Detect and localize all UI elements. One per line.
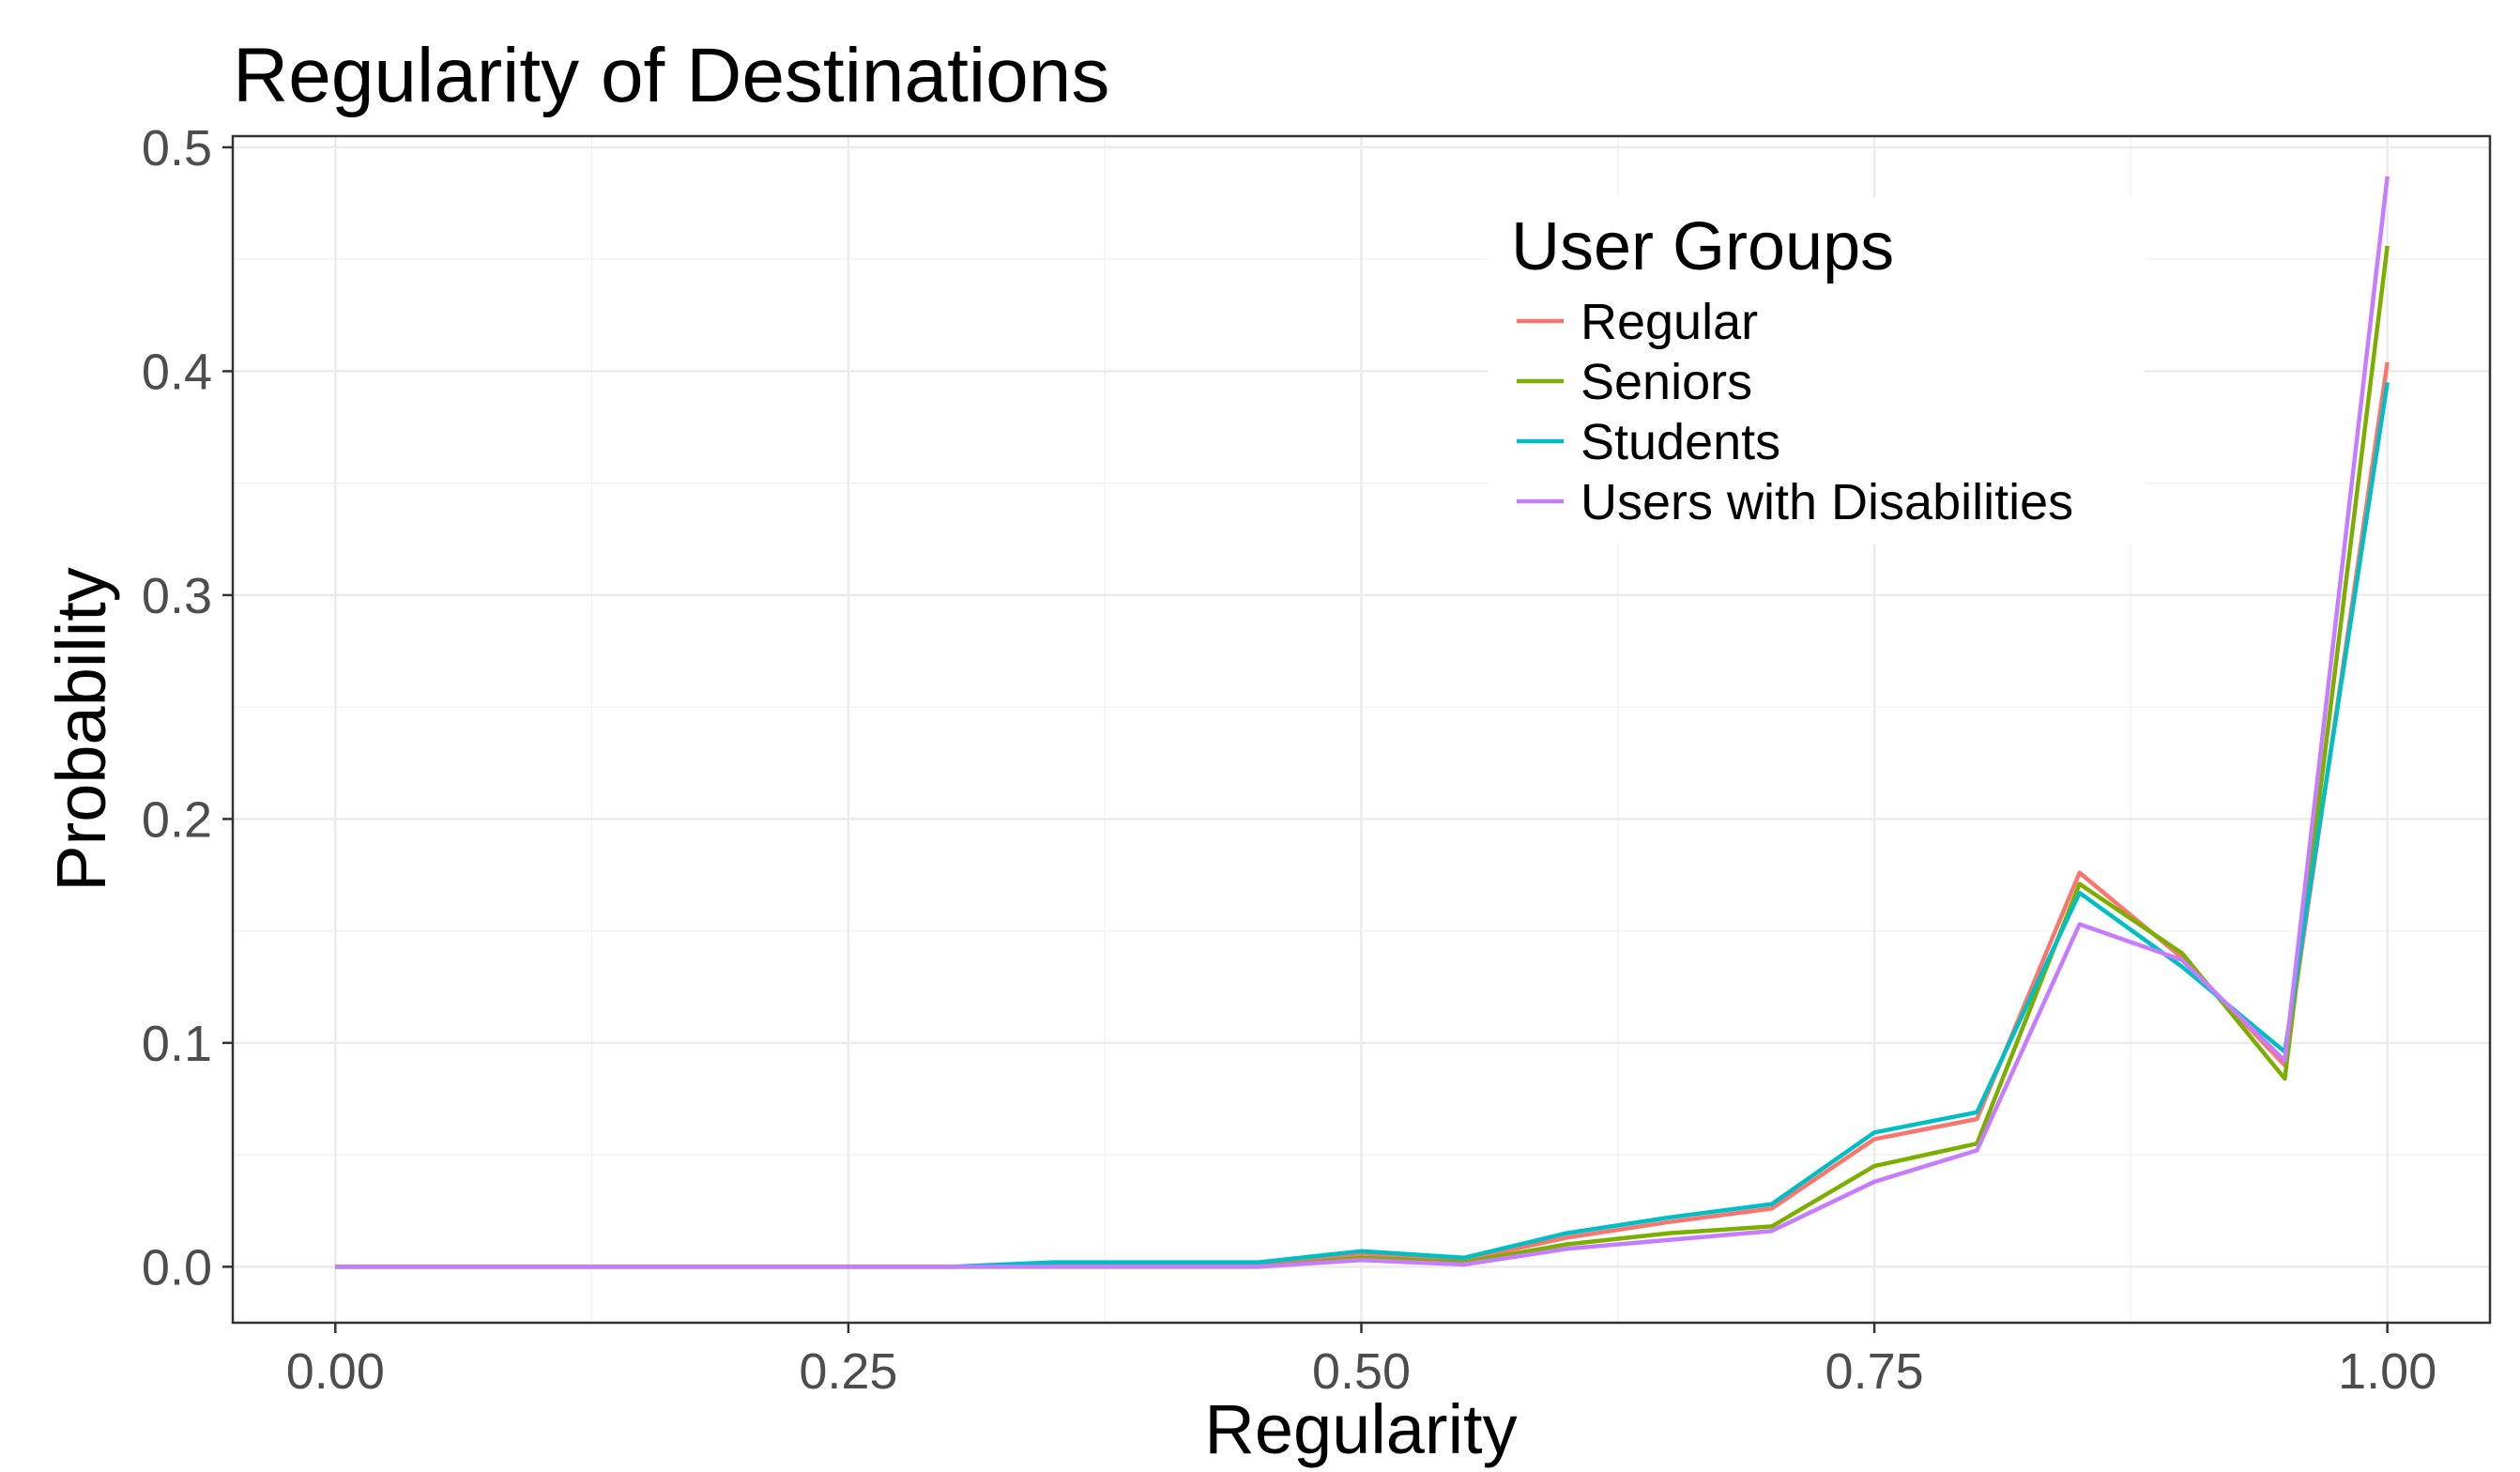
x-tick-label: 0.25 (799, 1343, 897, 1400)
y-tick-label: 0.3 (142, 568, 212, 624)
chart-title: Regularity of Destinations (233, 33, 1109, 118)
y-tick-label: 0.5 (142, 120, 212, 176)
legend-label: Users with Disabilities (1581, 474, 2073, 530)
y-tick-label: 0.0 (142, 1239, 212, 1296)
y-tick-label: 0.2 (142, 791, 212, 848)
y-axis: 0.0 0.1 0.2 0.3 0.4 0.5 (142, 120, 233, 1296)
series-lines (335, 176, 2390, 1269)
x-tick-label: 0.00 (286, 1343, 385, 1400)
y-tick-label: 0.1 (142, 1016, 212, 1072)
y-tick-label: 0.4 (142, 344, 212, 400)
x-tick-label: 1.00 (2338, 1343, 2436, 1400)
legend-label: Seniors (1581, 354, 1752, 410)
legend-background (1488, 197, 2145, 544)
x-axis-title: Regularity (1204, 1390, 1517, 1468)
legend: User Groups RegularSeniorsStudentsUsers … (1488, 197, 2145, 544)
y-axis-title: Probability (42, 567, 120, 892)
x-tick-label: 0.75 (1825, 1343, 1924, 1400)
series-line-users-with-disabilities (335, 176, 2390, 1269)
legend-label: Students (1581, 414, 1780, 470)
legend-title: User Groups (1511, 209, 1894, 284)
x-axis: 0.00 0.25 0.50 0.75 1.00 (286, 1323, 2436, 1400)
x-tick-label: 0.50 (1312, 1343, 1411, 1400)
legend-label: Regular (1581, 294, 1758, 350)
